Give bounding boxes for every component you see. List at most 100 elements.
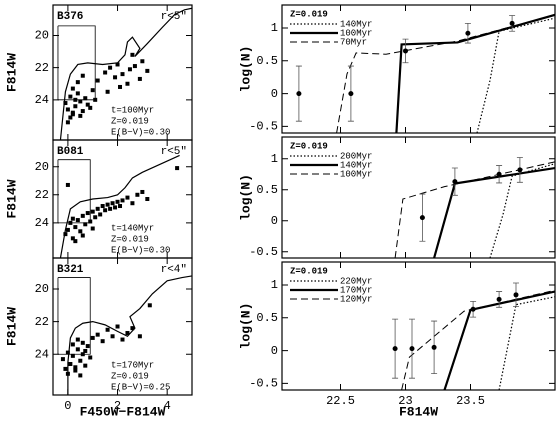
model-line (394, 161, 555, 258)
star-point (118, 204, 123, 209)
star-point (73, 97, 78, 102)
y-tick-label: 20 (35, 160, 49, 174)
star-point (90, 226, 95, 231)
y-tick-label: 20 (35, 29, 49, 43)
star-point (90, 88, 95, 93)
radius-label: r<5″ (161, 11, 187, 23)
star-point (88, 105, 93, 110)
star-point (98, 212, 103, 217)
note: E(B−V)=0.30 (111, 127, 170, 137)
star-point (65, 371, 70, 376)
observed-point (392, 346, 398, 352)
legend-title: Z=0.019 (290, 141, 328, 151)
cluster-name: B376 (57, 11, 83, 23)
selection-box (57, 277, 91, 355)
star-point (137, 334, 142, 339)
star-point (75, 80, 80, 85)
observed-point (513, 292, 519, 298)
y-tick-label: 24 (35, 216, 49, 230)
y-tick-label: 1 (271, 278, 278, 292)
star-point (63, 101, 68, 106)
star-point (130, 201, 135, 206)
x-tick-label: 4 (164, 399, 171, 413)
star-point (88, 219, 93, 224)
x-tick-label: 23 (398, 394, 412, 408)
observed-point (419, 215, 425, 221)
star-point (85, 211, 90, 216)
star-point (78, 99, 83, 104)
star-point (100, 339, 105, 344)
model-line (476, 17, 555, 133)
star-point (108, 65, 113, 70)
model-line (498, 296, 555, 390)
observed-point (509, 20, 515, 26)
star-point (83, 348, 88, 353)
y-axis-label: F814W (4, 179, 19, 218)
star-point (110, 334, 115, 339)
y-axis-label: log(N) (238, 174, 253, 221)
plot-area (295, 13, 555, 133)
star-point (125, 81, 130, 86)
observed-point (348, 91, 354, 97)
plot-area (392, 282, 555, 390)
note: t=100Myr (111, 105, 154, 115)
cluster-name: B081 (57, 146, 84, 158)
y-tick-label: 1 (271, 21, 278, 35)
star-point (68, 115, 73, 120)
selection-box (57, 159, 91, 224)
y-tick-label: 24 (35, 93, 49, 107)
star-point (147, 303, 152, 308)
star-point (70, 216, 75, 221)
star-point (120, 337, 125, 342)
star-point (130, 52, 135, 57)
star-point (80, 109, 85, 114)
star-point (75, 347, 80, 352)
star-point (125, 195, 130, 200)
star-point (93, 215, 98, 220)
star-point (65, 120, 70, 125)
y-tick-label: -0.5 (249, 120, 278, 134)
star-point (105, 327, 110, 332)
note: Z=0.019 (111, 116, 149, 126)
model-line (401, 289, 555, 390)
star-point (73, 368, 78, 373)
star-point (120, 72, 125, 77)
star-point (70, 86, 75, 91)
star-point (80, 233, 85, 238)
y-tick-label: 1 (271, 152, 278, 166)
y-tick-label: -0.5 (249, 377, 278, 391)
star-point (65, 182, 70, 187)
legend-label: 140Myr (340, 160, 372, 170)
star-point (73, 104, 78, 109)
plot-area (57, 275, 192, 395)
y-axis-label: F814W (4, 53, 19, 92)
y-tick-label: 20 (35, 282, 49, 296)
legend-label: 200Myr (340, 151, 372, 161)
star-point (70, 353, 75, 358)
star-point (65, 350, 70, 355)
legend-label: 170Myr (340, 285, 372, 295)
y-axis-label: log(N) (238, 46, 253, 93)
panel: 20 22 24 F814W B081 r<5″ t=140MyrZ=0.019E(B−V)… (4, 139, 193, 259)
star-point (95, 206, 100, 211)
observed-point (470, 306, 476, 312)
star-point (130, 326, 135, 331)
star-point (103, 208, 108, 213)
star-point (108, 206, 113, 211)
note: Z=0.019 (111, 234, 149, 244)
star-point (103, 70, 108, 75)
x-tick-label: 0 (64, 399, 71, 413)
star-point (70, 236, 75, 241)
star-point (65, 107, 70, 112)
star-point (75, 91, 80, 96)
star-point (135, 192, 140, 197)
frame (281, 4, 556, 134)
isochrone (59, 7, 192, 140)
legend-title: Z=0.019 (290, 266, 328, 276)
star-point (125, 331, 130, 336)
y-tick-label: 0.5 (256, 54, 278, 68)
x-axis-label: F450W−F814W (80, 404, 166, 419)
isochrone (59, 154, 180, 258)
